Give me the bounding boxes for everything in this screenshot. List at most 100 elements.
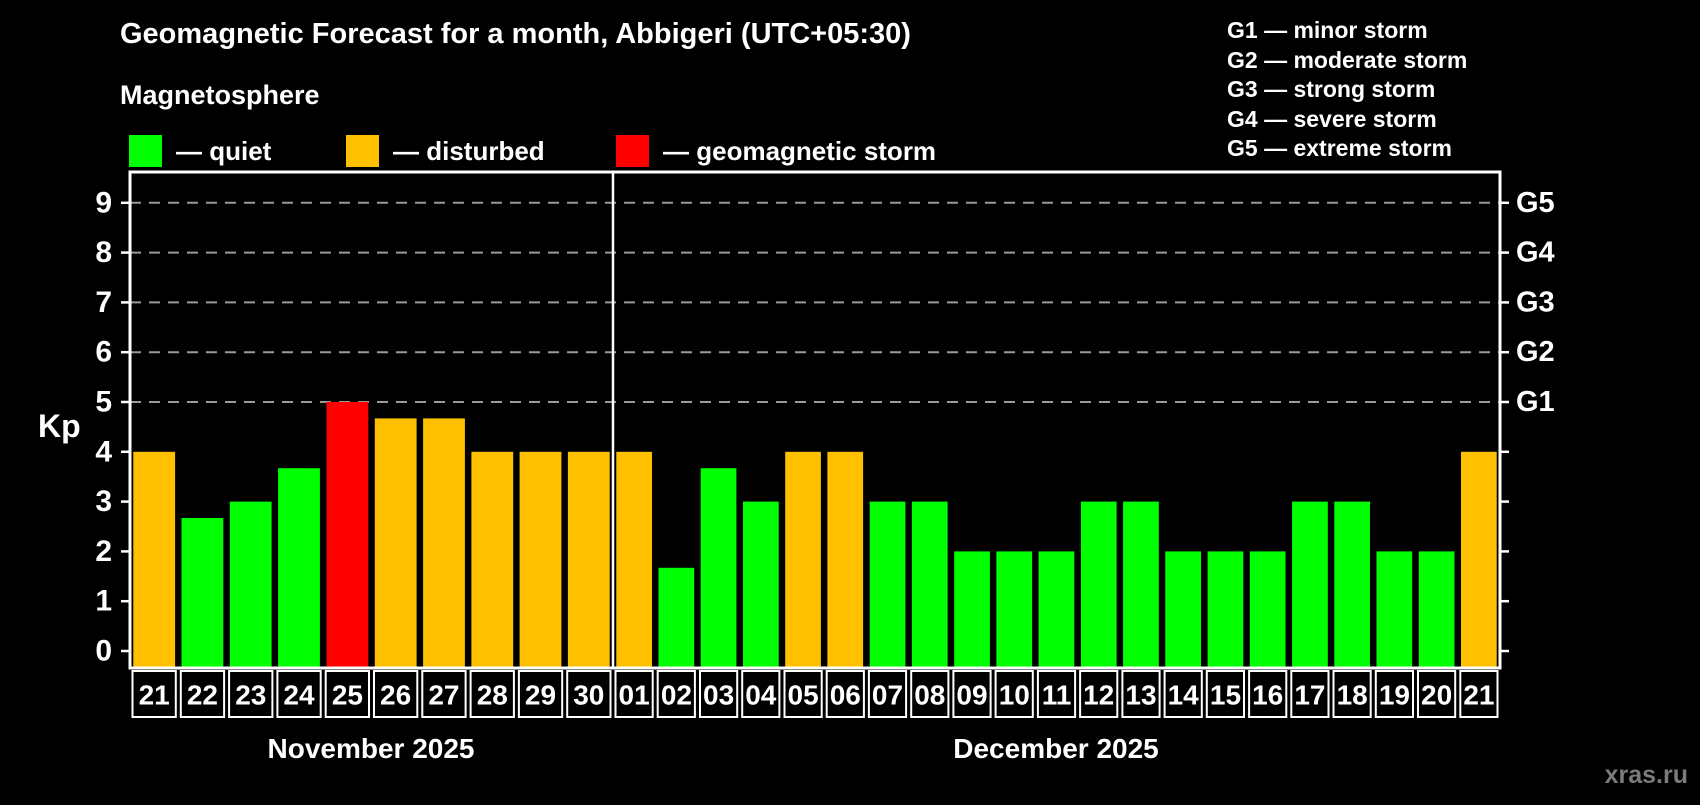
- day-label-box: [1417, 670, 1457, 718]
- day-label-box: [228, 670, 274, 718]
- magnetosphere-label: Magnetosphere: [120, 80, 320, 110]
- kp-bar-november-26: [374, 418, 417, 668]
- g-axis-label-g2: G2: [1516, 336, 1555, 368]
- day-label-box: [1332, 670, 1372, 718]
- day-label: 21: [1463, 680, 1494, 711]
- day-label-box: [1290, 670, 1330, 718]
- month-label-november: November 2025: [267, 733, 475, 764]
- day-label: 03: [703, 680, 734, 711]
- day-label-box: [517, 670, 564, 718]
- legend-storm-label: — geomagnetic storm: [663, 135, 937, 166]
- kp-bar-december-13: [1123, 501, 1159, 668]
- day-label-box: [1374, 670, 1415, 718]
- kp-bar-december-15: [1207, 551, 1244, 668]
- kp-bar-november-30: [567, 451, 610, 668]
- kp-bar-november-28: [471, 451, 514, 668]
- y-tick-label: 7: [95, 286, 112, 319]
- kp-bar-november-29: [519, 451, 562, 668]
- month-label-december: December 2025: [953, 733, 1159, 764]
- y-tick-label: 5: [95, 386, 112, 419]
- day-label: 15: [1210, 680, 1241, 711]
- kp-bar-december-04: [743, 501, 779, 668]
- kp-bar-december-06: [827, 451, 864, 668]
- y-tick-label: 4: [95, 435, 112, 468]
- disturbed-swatch: [346, 135, 379, 167]
- day-label-box: [1248, 670, 1288, 718]
- day-label: 19: [1379, 680, 1410, 711]
- day-label: 07: [872, 680, 903, 711]
- kp-bar-december-18: [1334, 501, 1370, 668]
- kp-bar-december-16: [1249, 551, 1286, 668]
- day-label-box: [276, 670, 322, 718]
- kp-bar-november-22: [181, 518, 224, 668]
- day-label: 26: [380, 680, 411, 711]
- day-label: 09: [956, 680, 987, 711]
- kp-bar-december-20: [1418, 551, 1455, 668]
- watermark: xras.ru: [1604, 761, 1688, 789]
- day-label: 18: [1337, 680, 1368, 711]
- legend-disturbed-label: — disturbed: [393, 135, 545, 166]
- g1-legend-line: G1 — minor storm: [1227, 17, 1428, 43]
- g-axis-label-g4: G4: [1516, 237, 1555, 269]
- day-label: 20: [1421, 680, 1452, 711]
- g-axis-label-g5: G5: [1516, 187, 1555, 219]
- g5-legend-line: G5 — extreme storm: [1227, 135, 1452, 161]
- day-label-box: [131, 670, 177, 718]
- day-label: 16: [1252, 680, 1283, 711]
- day-label-box: [994, 670, 1034, 718]
- day-label-box: [1079, 670, 1119, 718]
- kp-bar-november-25: [326, 402, 369, 668]
- legend-item-quiet: — quiet: [129, 135, 271, 167]
- day-label-box: [741, 670, 781, 718]
- kp-bar-december-19: [1376, 551, 1413, 668]
- kp-bar-december-12: [1080, 501, 1117, 668]
- legend-item-disturbed: — disturbed: [346, 135, 545, 167]
- day-label: 04: [745, 680, 777, 711]
- kp-bar-december-09: [954, 551, 990, 668]
- day-label: 01: [619, 680, 650, 711]
- legend-quiet-label: — quiet: [176, 135, 272, 166]
- plot-border: [128, 170, 1502, 670]
- legend-item-storm: — geomagnetic storm: [616, 135, 936, 167]
- kp-bar-november-21: [133, 451, 176, 668]
- day-label: 23: [235, 680, 266, 711]
- day-label: 02: [661, 680, 692, 711]
- page-title: Geomagnetic Forecast for a month, Abbige…: [120, 18, 911, 50]
- y-tick-label: 9: [95, 186, 112, 219]
- kp-bar-november-23: [229, 501, 272, 668]
- kp-bar-december-01: [616, 451, 652, 668]
- g-axis-label-g1: G1: [1516, 386, 1555, 418]
- y-tick-label: 8: [95, 236, 112, 269]
- storm-swatch: [616, 135, 649, 167]
- g2-legend-line: G2 — moderate storm: [1227, 46, 1468, 73]
- kp-bar-december-10: [996, 551, 1033, 668]
- g-axis-label-g3: G3: [1516, 286, 1555, 318]
- kp-bar-december-14: [1165, 551, 1201, 668]
- day-label-box: [373, 670, 419, 718]
- day-label-box: [1459, 670, 1499, 718]
- day-label-box: [179, 670, 226, 718]
- g3-legend-line: G3 — strong storm: [1227, 76, 1436, 102]
- y-tick-label: 1: [95, 585, 112, 618]
- color-legend: — quiet — disturbed — geomagnetic storm: [129, 135, 1029, 167]
- day-label: 08: [914, 680, 945, 711]
- day-label-box: [910, 670, 950, 718]
- day-label: 30: [573, 680, 604, 711]
- y-tick-label: 3: [95, 485, 112, 518]
- day-label: 12: [1083, 680, 1114, 711]
- day-label-box: [324, 670, 371, 718]
- quiet-swatch: [129, 135, 162, 167]
- kp-bar-december-07: [869, 501, 906, 668]
- kp-bar-december-21: [1461, 451, 1497, 668]
- g-scale-legend: G1 — minor storm G2 — moderate storm G3 …: [1227, 16, 1467, 164]
- kp-bar-december-05: [785, 451, 821, 668]
- day-label-box: [421, 670, 467, 718]
- day-label: 21: [139, 680, 170, 711]
- day-label-box: [1121, 670, 1161, 718]
- day-label: 11: [1042, 680, 1072, 711]
- day-label: 22: [187, 680, 218, 711]
- day-label: 13: [1125, 680, 1156, 711]
- day-label-box: [566, 670, 612, 718]
- y-tick-label: 0: [95, 635, 112, 668]
